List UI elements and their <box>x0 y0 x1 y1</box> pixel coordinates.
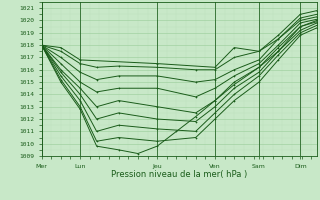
X-axis label: Pression niveau de la mer( hPa ): Pression niveau de la mer( hPa ) <box>111 170 247 179</box>
